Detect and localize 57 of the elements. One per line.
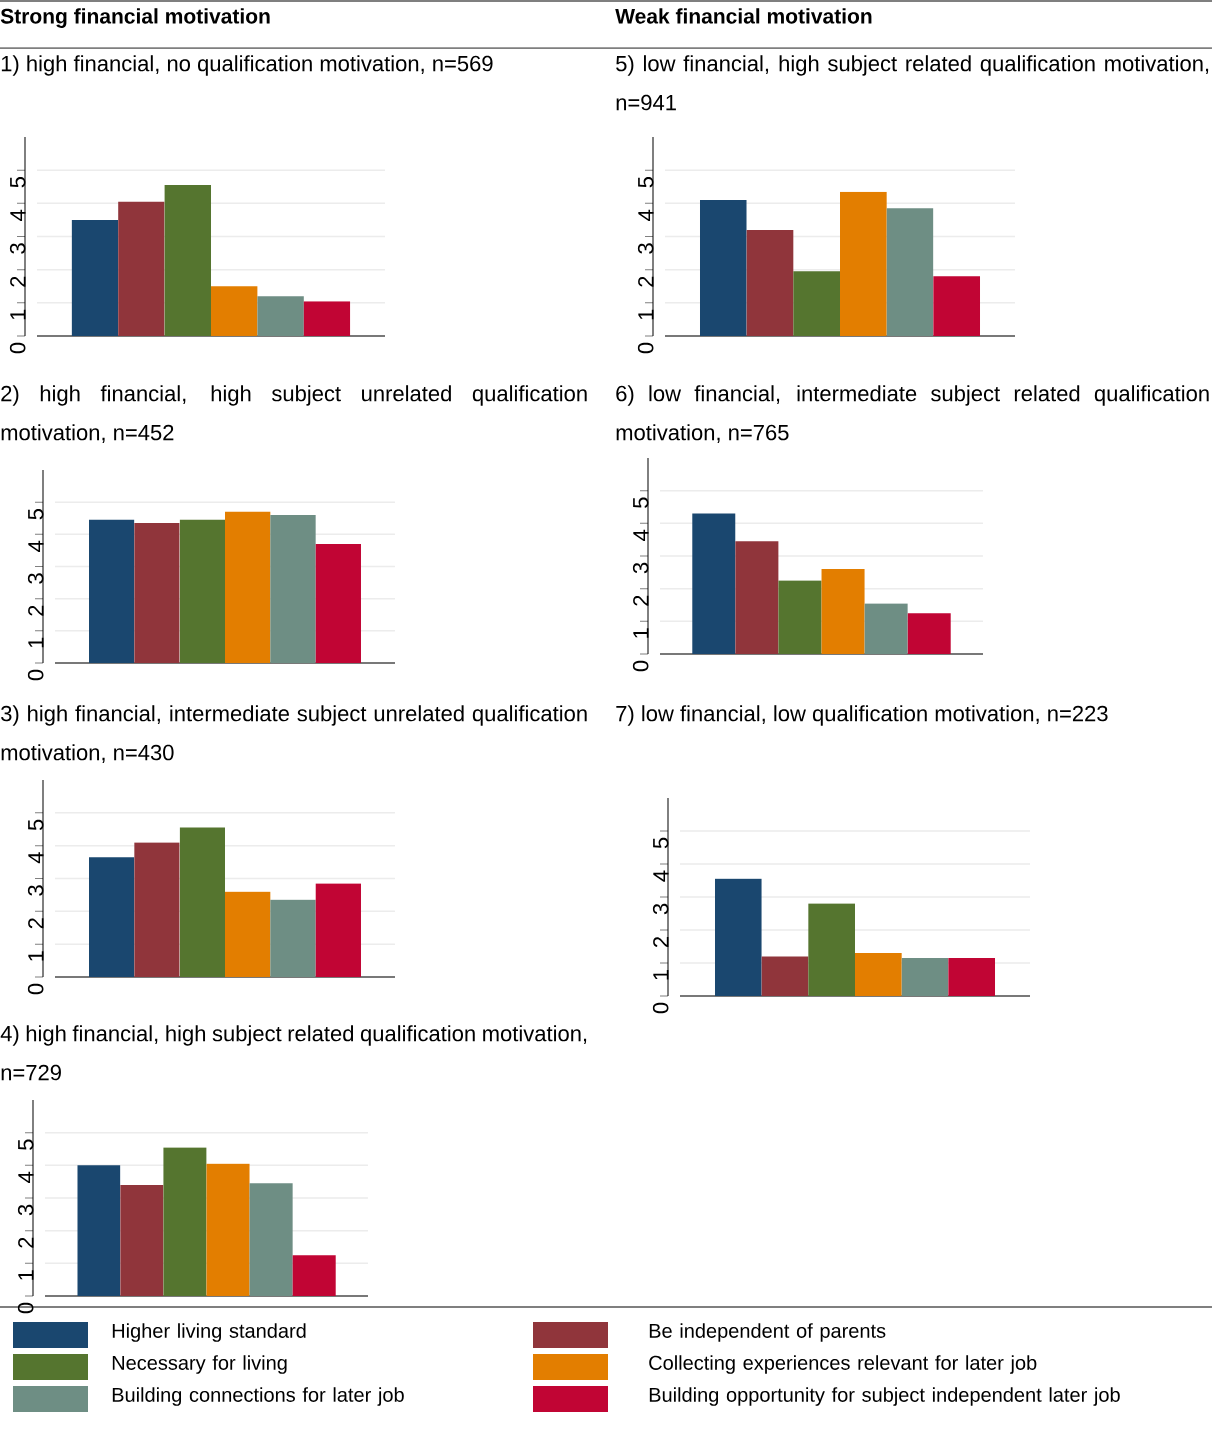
- y-tick-label: 0: [637, 342, 654, 354]
- chart-title: 2) high financial, high subject unrelated qualification motivation, n=452: [1, 385, 587, 443]
- y-tick-label: 1: [28, 951, 44, 961]
- y-tick-label: 2: [633, 595, 649, 606]
- y-tick-label: 2: [10, 276, 26, 287]
- y-tick-label: 4: [28, 540, 44, 552]
- chart-title: 6) low financial, intermediate subject related qualification motivation, n=765: [616, 385, 1209, 443]
- y-tick-label: 1: [633, 628, 649, 638]
- y-tick-label: 1: [10, 309, 26, 320]
- y-tick-label: 5: [638, 176, 654, 188]
- chart-title: 1) high financial, no qualification motivation, n=569: [1, 55, 493, 76]
- chart-title: 5) low financial, high subject related qualification motivation, n=941: [616, 55, 1209, 111]
- y-tick-label: 3: [27, 573, 44, 584]
- y-tick-label: 5: [653, 837, 669, 849]
- chart-title: 3) high financial, intermediate subject unrelated qualification motivation, n=430: [1, 705, 587, 763]
- chart-title: 4) high financial, high subject related qualification motivation, n=729: [0, 1025, 587, 1081]
- text: Weak financial motivation: [615, 8, 872, 24]
- y-tick-label: 5: [28, 508, 44, 520]
- y-tick-label: 2: [653, 937, 669, 948]
- y-tick-label: 3: [27, 885, 44, 896]
- legend-label: Be independent of parents: [649, 1323, 886, 1342]
- legend-label: Building opportunity for subject independent later job: [649, 1387, 1120, 1406]
- y-tick-label: 2: [18, 1237, 34, 1248]
- legend-label: Higher living standard: [112, 1323, 306, 1342]
- chart-title: 7) low financial, low qualification motivation, n=223: [616, 705, 1108, 726]
- y-tick-label: 2: [638, 276, 654, 287]
- y-tick-label: 1: [18, 1270, 34, 1280]
- y-tick-label: 1: [28, 637, 44, 648]
- y-tick-label: 0: [27, 983, 44, 995]
- y-tick-label: 4: [633, 529, 649, 541]
- y-tick-label: 3: [632, 562, 649, 574]
- y-tick-label: 2: [28, 918, 44, 929]
- y-tick-label: 0: [27, 669, 44, 681]
- y-tick-label: 5: [10, 176, 26, 188]
- y-tick-label: 0: [652, 1002, 669, 1014]
- y-tick-label: 0: [9, 342, 26, 354]
- y-tick-label: 2: [28, 605, 44, 616]
- y-tick-label: 5: [28, 819, 44, 831]
- y-tick-label: 3: [637, 243, 654, 254]
- y-tick-label: 3: [652, 903, 669, 915]
- y-tick-label: 4: [10, 209, 26, 221]
- y-tick-label: 5: [633, 497, 649, 508]
- y-tick-label: 0: [17, 1302, 34, 1314]
- y-tick-label: 4: [638, 209, 654, 221]
- y-tick-label: 4: [18, 1171, 34, 1183]
- y-tick-label: 3: [17, 1204, 34, 1216]
- legend-label: Collecting experiences relevant for later job: [649, 1355, 1037, 1374]
- y-tick-label: 4: [28, 852, 44, 864]
- y-tick-label: 5: [18, 1139, 34, 1150]
- y-tick-label: 4: [653, 870, 669, 882]
- y-tick-label: 1: [638, 309, 654, 320]
- legend-label: Necessary for living: [112, 1355, 287, 1374]
- y-tick-label: 3: [9, 243, 26, 254]
- text: Strong financial motivation: [0, 8, 270, 28]
- y-tick-label: 1: [653, 969, 669, 980]
- legend-label: Building connections for later job: [112, 1387, 404, 1406]
- y-tick-label: 0: [632, 660, 649, 672]
